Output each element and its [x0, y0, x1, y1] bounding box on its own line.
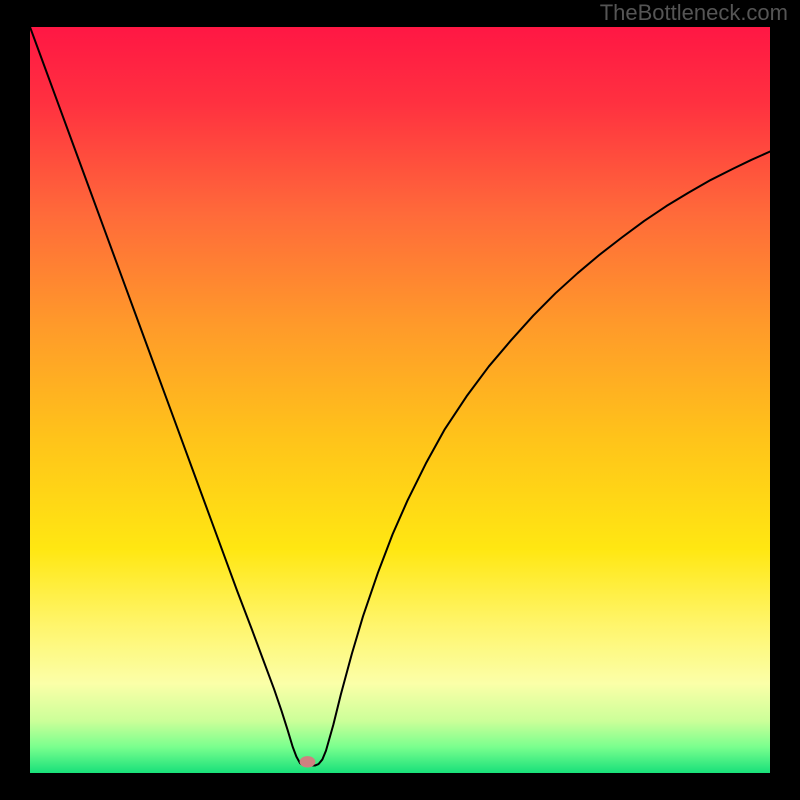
chart-svg — [30, 27, 770, 773]
gradient-background — [30, 27, 770, 773]
chart-outer-frame: TheBottleneck.com — [0, 0, 800, 800]
watermark-text: TheBottleneck.com — [600, 0, 788, 26]
plot-area — [30, 27, 770, 773]
minimum-marker — [300, 757, 315, 767]
